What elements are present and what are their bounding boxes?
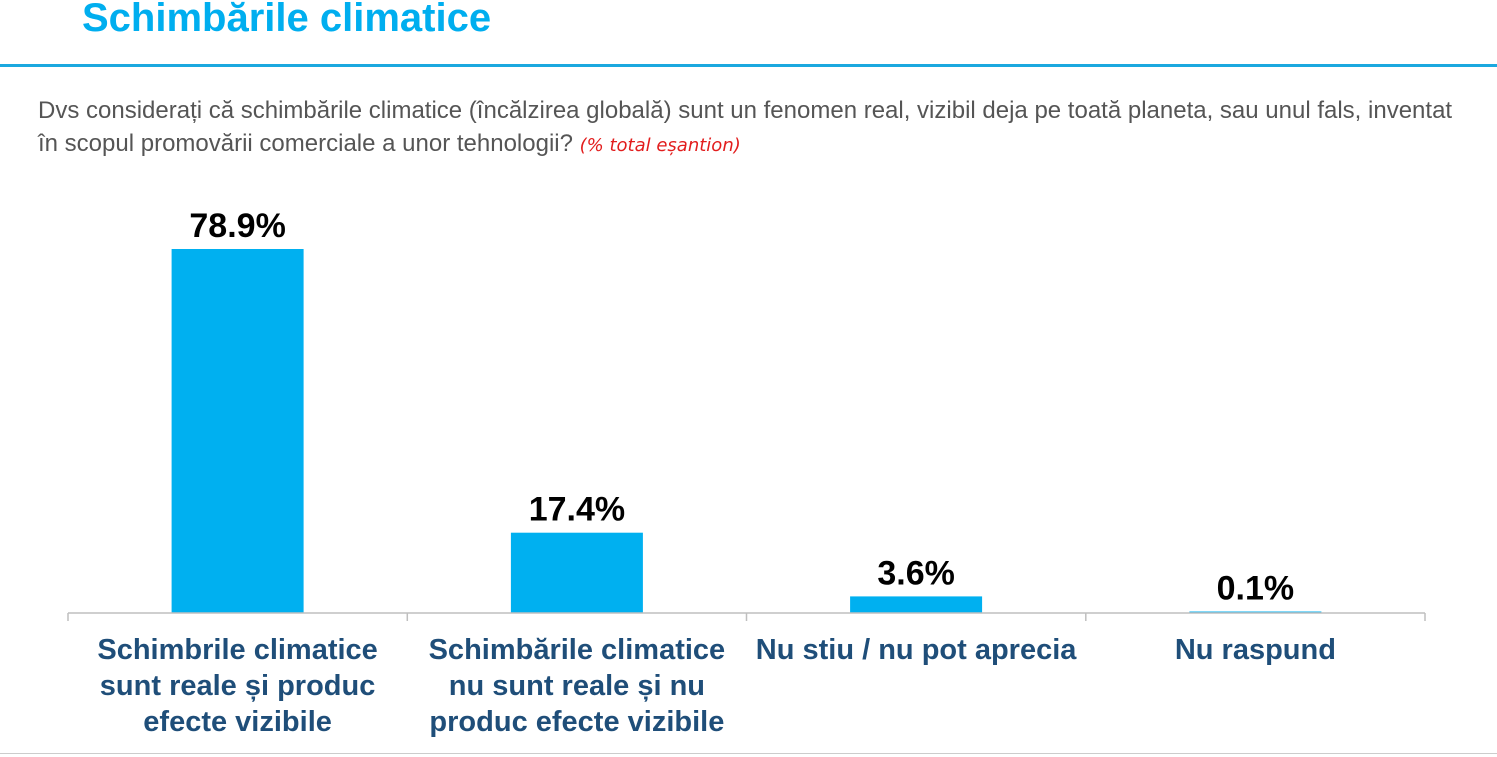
x-axis-ticks — [67, 613, 1426, 621]
bar-3 — [850, 596, 983, 613]
category-label-2: Schimbările climatice nu sunt reale și n… — [428, 634, 726, 738]
bars-group: 78.9% 17.4% 3.6% 0.1% — [171, 207, 1322, 613]
category-label-4: Nu raspund — [1174, 634, 1336, 666]
bar-value-label-1: 78.9% — [189, 207, 285, 245]
bar-value-label-3: 3.6% — [877, 554, 955, 592]
footer-divider — [0, 753, 1497, 754]
question-text: Dvs considerați că schimbările climatice… — [38, 97, 1453, 157]
title-divider — [0, 64, 1497, 67]
category-label-3: Nu stiu / nu pot aprecia — [755, 634, 1077, 666]
bar-1 — [171, 249, 304, 613]
page-title: Schimbările climatice — [82, 0, 492, 40]
sample-base-note: (% total eșantion) — [579, 135, 741, 156]
bar-value-label-4: 0.1% — [1217, 570, 1295, 608]
bar-2 — [510, 532, 643, 613]
category-label-1: Schimbrile climatice sunt reale și produ… — [97, 634, 378, 738]
bar-value-label-2: 17.4% — [529, 491, 625, 529]
survey-question: Dvs considerați că schimbările climatice… — [38, 94, 1478, 162]
